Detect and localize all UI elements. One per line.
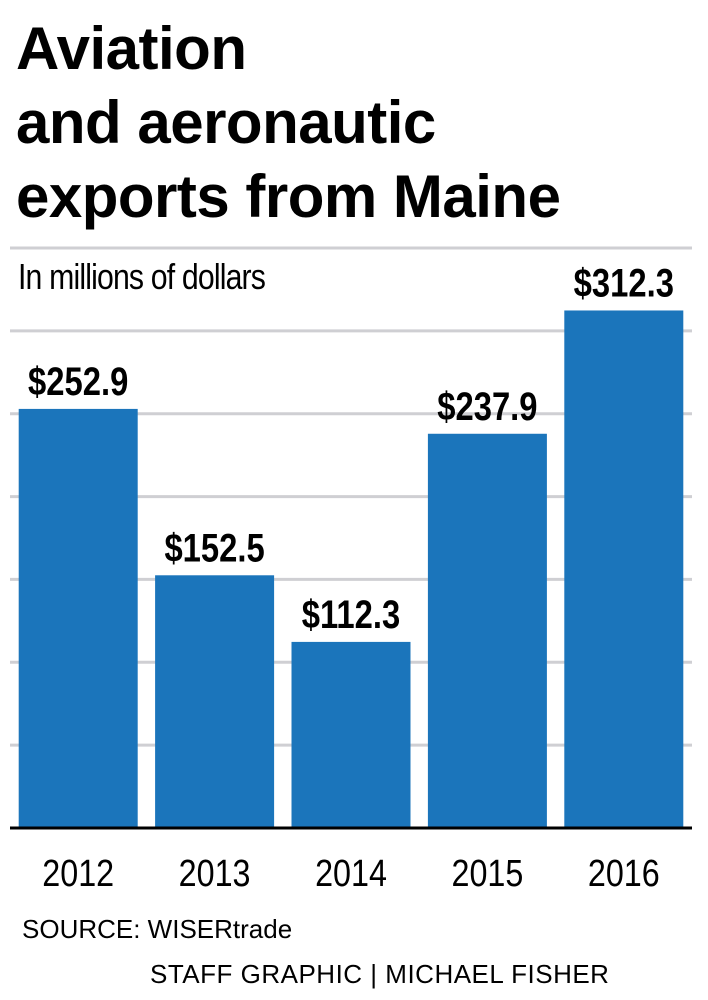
value-label-2015: $237.9: [437, 384, 537, 429]
value-label-2016: $312.3: [574, 260, 674, 305]
category-label-2014: 2014: [315, 853, 387, 895]
bar-2016: [564, 310, 684, 829]
bar-2015: [427, 433, 547, 828]
category-label-2013: 2013: [179, 853, 251, 895]
title-line-2: and aeronautic: [16, 89, 436, 156]
chart-title: Aviation and aeronautic exports from Mai…: [16, 12, 696, 234]
category-label-2015: 2015: [451, 853, 523, 895]
value-label-2012: $252.9: [28, 359, 128, 404]
bar-2012: [18, 408, 138, 828]
bar-2013: [155, 575, 275, 828]
category-label-2016: 2016: [588, 853, 660, 895]
value-label-2014: $112.3: [302, 592, 400, 637]
bars: [18, 310, 684, 829]
title-line-3: exports from Maine: [16, 163, 561, 230]
bar-2014: [291, 641, 411, 828]
x-axis: 2012 2013 2014 2015 2016: [10, 826, 692, 895]
chart-subtitle: In millions of dollars: [18, 255, 277, 299]
category-label-2012: 2012: [42, 853, 114, 895]
value-labels: $252.9 $152.5 $112.3 $237.9 $312.3: [28, 260, 674, 636]
source-note: SOURCE: WISERtrade: [22, 914, 293, 944]
value-label-2013: $152.5: [164, 525, 264, 570]
staff-credit: STAFF GRAPHIC | MICHAEL FISHER: [150, 959, 610, 989]
title-line-1: Aviation: [16, 15, 247, 82]
